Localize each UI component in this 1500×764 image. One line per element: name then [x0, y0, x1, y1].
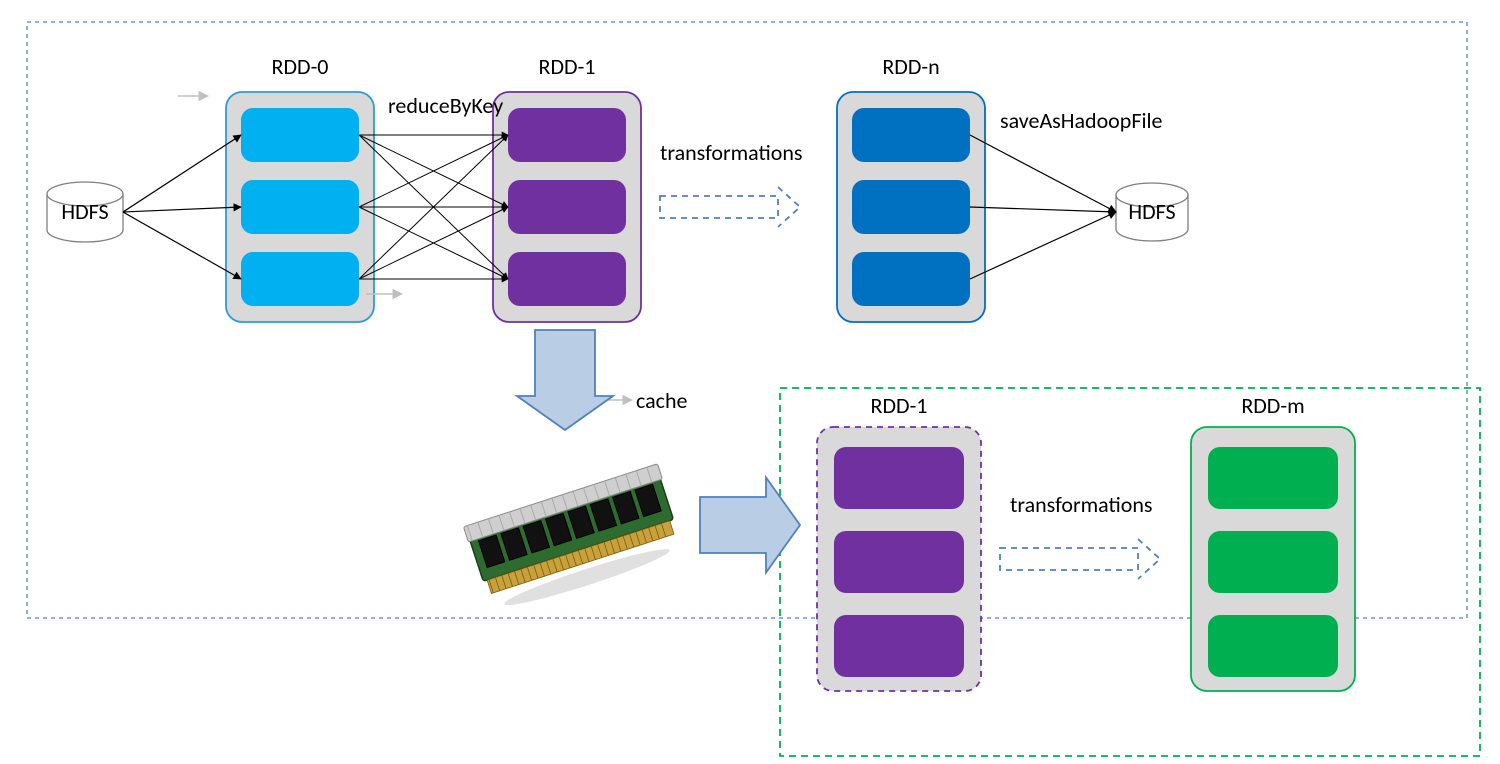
rdd-0 [226, 92, 374, 322]
edge-rddn-to-hdfs [970, 207, 1116, 212]
rdd-m [1191, 427, 1355, 691]
rdd-m-partition [1208, 531, 1338, 593]
rdd-1-top [493, 92, 641, 322]
memory-icon [463, 464, 686, 616]
dashed-arrow-top [660, 187, 800, 227]
transformations-top-label: transformations [660, 139, 803, 166]
rdd-m-partition [1208, 615, 1338, 677]
rdd-m-partition [1208, 447, 1338, 509]
rdd-n-partition [852, 180, 970, 234]
block-arrow-down [517, 330, 613, 430]
saveashadoopfile-label: saveAsHadoopFile [1000, 107, 1163, 134]
reducebykey-label: reduceByKey [388, 92, 503, 119]
dashed-arrow-bottom [1000, 539, 1160, 579]
hdfs-left-cylinder-label: HDFS [61, 198, 108, 225]
rdd-n [837, 92, 985, 322]
cache-label: cache [636, 387, 688, 414]
rdd-1-top-label: RDD-1 [539, 53, 596, 80]
block-arrow-right [700, 477, 800, 572]
rdd-0-label: RDD-0 [272, 53, 329, 80]
hdfs-right-cylinder: HDFS [1116, 183, 1188, 241]
rdd-n-partition [852, 252, 970, 306]
rdd-1-bottom-partition [834, 615, 964, 677]
edge-hdfs-to-rdd0 [123, 207, 241, 212]
rdd-0-partition [241, 180, 359, 234]
rdd-1-bottom-partition [834, 531, 964, 593]
rdd-1-bottom-partition [834, 447, 964, 509]
rdd-1-top-partition [508, 108, 626, 162]
hdfs-right-cylinder-label: HDFS [1128, 198, 1175, 225]
edge-hdfs-to-rdd0 [123, 135, 241, 212]
rdd-1-bottom [817, 427, 981, 691]
rdd-1-top-partition [508, 252, 626, 306]
edge-rddn-to-hdfs [970, 212, 1116, 279]
edge-hdfs-to-rdd0 [123, 212, 241, 279]
rdd-0-partition [241, 108, 359, 162]
hdfs-left-cylinder: HDFS [47, 182, 123, 242]
transformations-bottom-label: transformations [1010, 491, 1153, 518]
rdd-0-partition [241, 252, 359, 306]
edge-rddn-to-hdfs [970, 135, 1116, 212]
rdd-n-partition [852, 108, 970, 162]
rdd-1-bottom-label: RDD-1 [871, 392, 928, 419]
rdd-n-label: RDD-n [882, 53, 939, 80]
rdd-1-top-partition [508, 180, 626, 234]
rdd-m-label: RDD-m [1241, 392, 1304, 419]
